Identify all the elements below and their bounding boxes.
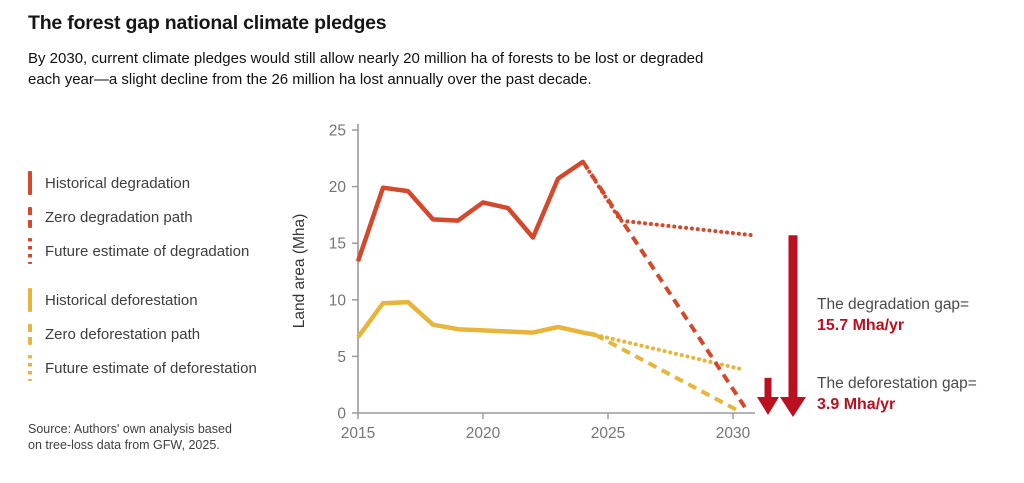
deforestation-gap-value: 3.9 Mha/yr: [817, 396, 896, 413]
legend-item-zero-degradation-path: Zero degradation path: [28, 205, 257, 229]
degradation-gap-label: The degradation gap=: [817, 296, 970, 313]
y-tick-label: 25: [329, 123, 346, 140]
deforestation-gap-annotation: The deforestation gap= 3.9 Mha/yr: [817, 375, 1017, 414]
y-tick-label: 20: [329, 179, 347, 196]
solid-line-swatch-icon: [28, 288, 32, 312]
dashed-line-swatch-icon: [28, 323, 32, 345]
legend-item-future-estimate-deforestation: Future estimate of deforestation: [28, 355, 257, 381]
legend-label: Future estimate of degradation: [45, 242, 250, 260]
source-line1: Source: Authors' own analysis based: [28, 422, 232, 436]
source-line2: on tree-loss data from GFW, 2025.: [28, 438, 220, 452]
deforestation-gap-arrow-icon: [757, 397, 779, 415]
deforestation-gap-arrow-icon: [764, 377, 772, 397]
legend-group-deforestation: Historical deforestation Zero deforestat…: [28, 288, 257, 381]
legend-item-zero-deforestation-path: Zero deforestation path: [28, 322, 257, 346]
header: The forest gap national climate pledges …: [28, 12, 758, 90]
chart-title: The forest gap national climate pledges: [28, 12, 387, 34]
y-tick-label: 10: [329, 292, 347, 309]
dashed-line-swatch-icon: [28, 206, 32, 228]
degradation-gap-value: 15.7 Mha/yr: [817, 317, 905, 334]
legend-label: Zero degradation path: [45, 208, 193, 226]
x-tick-label: 2030: [716, 425, 751, 442]
series-dotted-deforestation: [593, 332, 743, 371]
x-tick-label: 2025: [591, 425, 625, 442]
solid-line-swatch-icon: [28, 171, 32, 195]
series-dotted-degradation: [581, 159, 755, 238]
legend-group-degradation: Historical degradation Zero degradation …: [28, 171, 257, 264]
chart-subtitle: By 2030, current climate pledges would s…: [28, 48, 758, 90]
dotted-line-swatch-icon: [28, 238, 32, 264]
x-tick-label: 2015: [341, 425, 375, 442]
degradation-gap-arrow-icon: [788, 235, 798, 397]
legend-label: Historical degradation: [45, 174, 191, 192]
source-note: Source: Authors' own analysis based on tr…: [28, 421, 232, 453]
y-tick-label: 5: [337, 349, 346, 366]
series-dashed-deforestation: [594, 333, 742, 414]
dotted-line-swatch-icon: [28, 355, 32, 381]
degradation-gap-annotation: The degradation gap= 15.7 Mha/yr: [817, 296, 1017, 335]
legend-item-future-estimate-degradation: Future estimate of degradation: [28, 238, 257, 264]
legend-label: Historical deforestation: [45, 291, 198, 309]
x-tick-label: 2020: [466, 425, 501, 442]
series-solid-degradation: [355, 159, 585, 263]
y-tick-label: 0: [337, 406, 346, 423]
degradation-gap-arrow-icon: [780, 397, 806, 417]
legend-item-historical-deforestation: Historical deforestation: [28, 288, 257, 312]
y-axis-title: Land area (Mha): [291, 214, 308, 329]
series-solid-deforestation: [356, 299, 596, 339]
legend: Historical degradation Zero degradation …: [28, 171, 257, 390]
legend-item-historical-degradation: Historical degradation: [28, 171, 257, 195]
legend-label: Future estimate of deforestation: [45, 359, 257, 377]
chart-subtitle-line2: each year—a slight decline from the 26 m…: [28, 71, 592, 88]
deforestation-gap-label: The deforestation gap=: [817, 375, 977, 392]
y-tick-label: 15: [329, 236, 346, 253]
legend-label: Zero deforestation path: [45, 325, 201, 343]
chart-subtitle-line1: By 2030, current climate pledges would s…: [28, 50, 704, 67]
series-dashed-degradation: [581, 160, 750, 414]
